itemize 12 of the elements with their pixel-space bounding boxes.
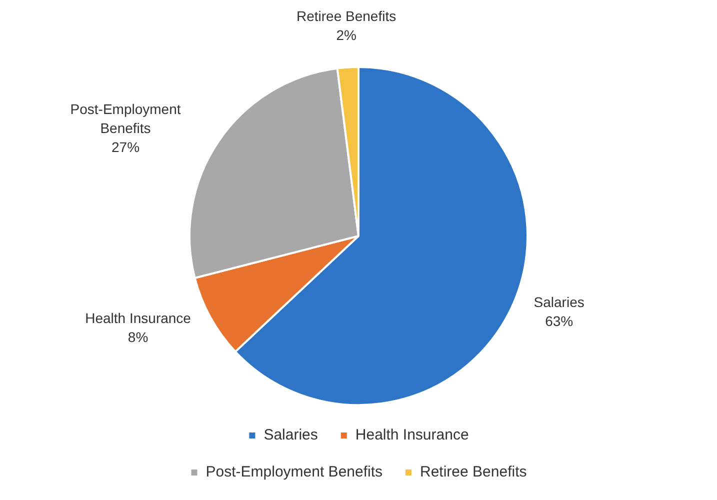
data-label: 2% — [336, 27, 356, 44]
slice-label: Salaries — [534, 294, 584, 310]
legend-label: Health Insurance — [355, 426, 469, 444]
legend-label: Retiree Benefits — [420, 464, 527, 481]
data-label: 27% — [112, 139, 140, 156]
data-label: 8% — [128, 329, 148, 345]
legend-label: Salaries — [264, 426, 318, 444]
slice-label: Post-Employment Benefits — [70, 101, 181, 136]
slice-label: Health Insurance — [85, 310, 191, 326]
data-label: 63% — [545, 312, 574, 329]
slice-label: Retiree Benefits — [296, 8, 396, 24]
legend-label: Post-Employment Benefits — [206, 464, 383, 481]
